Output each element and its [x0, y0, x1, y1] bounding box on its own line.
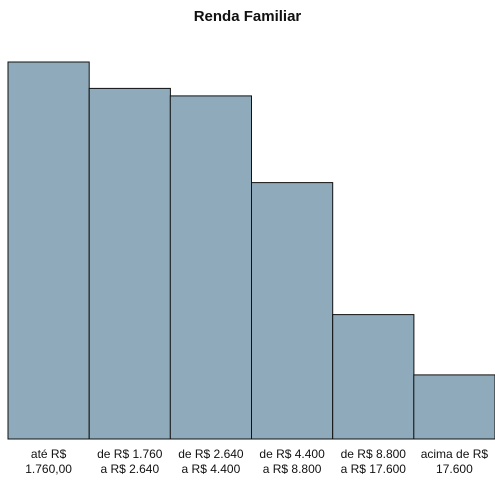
- x-tick-label-5: acima de R$ 17.600: [421, 447, 489, 476]
- x-tick-label-0: até R$ 1.760,00: [25, 447, 72, 476]
- bar-3: [251, 182, 334, 440]
- x-tick-label-4: de R$ 8.800 a R$ 17.600: [341, 447, 407, 476]
- bar-5: [413, 374, 495, 440]
- bar-2: [169, 95, 252, 440]
- bar-1: [88, 87, 171, 440]
- x-tick-label-1: de R$ 1.760 a R$ 2.640: [97, 447, 163, 476]
- bar-0: [7, 61, 90, 440]
- x-tick-label-3: de R$ 4.400 a R$ 8.800: [259, 447, 325, 476]
- tick-labels-layer: até R$ 1.760,00 de R$ 1.760 a R$ 2.640 de R$…: [25, 447, 488, 476]
- bars-layer: [7, 61, 495, 440]
- chart-title: Renda Familiar: [193, 8, 302, 25]
- bar-4: [332, 314, 415, 440]
- x-tick-label-2: de R$ 2.640 a R$ 4.400: [178, 447, 244, 476]
